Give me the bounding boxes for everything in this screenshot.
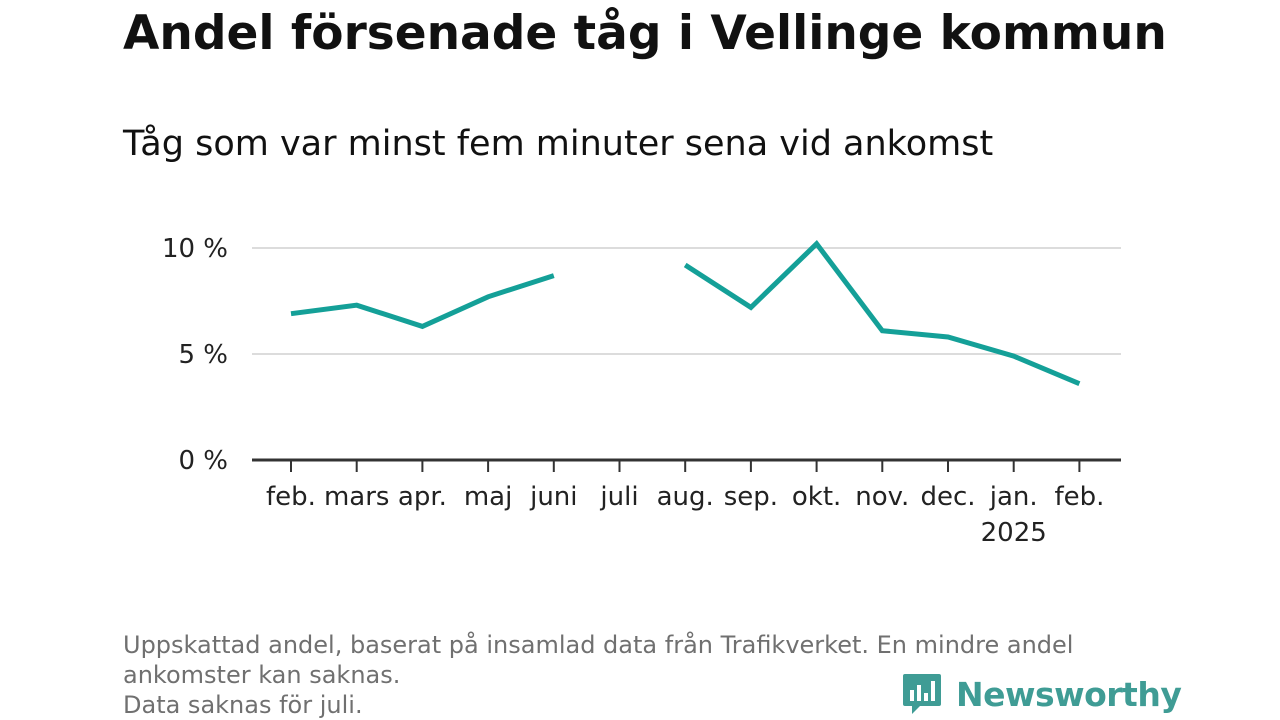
chart-title: Andel försenade tåg i Vellinge kommun — [123, 6, 1167, 61]
series-line-segment — [683, 240, 1081, 387]
line-chart: 0 % 5 % 10 % feb. mars apr. maj juni juli aug. se… — [162, 234, 1121, 548]
x-tick-label: sep. — [724, 482, 778, 512]
x-axis-ticks: feb. mars apr. maj juni juli aug. sep. okt. nov. d… — [266, 460, 1104, 548]
y-tick-label: 10 % — [162, 234, 228, 264]
x-tick-label: apr. — [398, 482, 447, 512]
bar-chart-speech-bubble-icon — [903, 674, 941, 714]
chart-subtitle: Tåg som var minst fem minuter sena vid a… — [123, 124, 994, 164]
footer-line-2: ankomster kan saknas. — [123, 661, 401, 689]
x-tick-label: feb. — [266, 482, 316, 512]
y-axis-ticks: 0 % 5 % 10 % — [162, 234, 228, 476]
x-tick-label: mars — [324, 482, 390, 512]
series-line-segment — [290, 273, 555, 330]
x-tick-label: okt. — [792, 482, 841, 512]
brand-name: Newsworthy — [956, 674, 1182, 714]
series-lines — [290, 240, 1081, 387]
x-tick-label: nov. — [855, 482, 909, 512]
newsworthy-logo: Newsworthy — [902, 670, 1182, 718]
y-tick-label: 5 % — [178, 340, 228, 370]
x-tick-label: maj — [464, 482, 512, 512]
footer-line-3: Data saknas för juli. — [123, 691, 363, 719]
x-tick-label: feb. — [1054, 482, 1104, 512]
x-tick-label: aug. — [657, 482, 714, 512]
footer-note: Uppskattad andel, baserat på insamlad da… — [123, 630, 1163, 720]
gridlines — [252, 247, 1121, 355]
x-tick-label: dec. — [920, 482, 975, 512]
x-year-label: 2025 — [981, 518, 1047, 548]
footer-line-1: Uppskattad andel, baserat på insamlad da… — [123, 631, 1074, 659]
x-tick-label: jan. — [989, 482, 1038, 512]
x-tick-label: juli — [599, 482, 638, 512]
y-tick-label: 0 % — [178, 446, 228, 476]
x-tick-label: juni — [529, 482, 577, 512]
